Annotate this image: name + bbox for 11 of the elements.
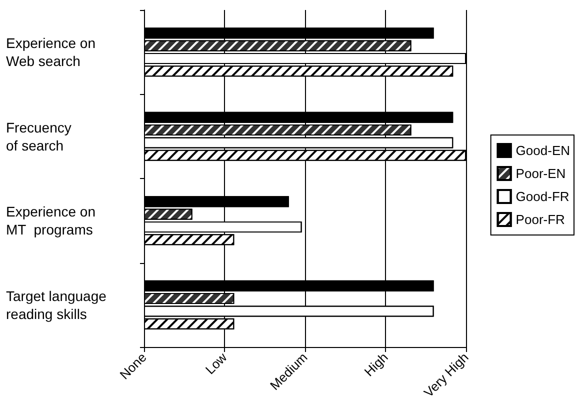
legend-label: Good-FR: [516, 189, 570, 204]
text: High: [361, 350, 391, 380]
y-tick-label: Frecuency of search: [6, 119, 72, 154]
legend-label: Poor-FR: [516, 212, 565, 227]
legend-label: Poor-EN: [516, 166, 566, 181]
text: Low: [202, 349, 230, 378]
y-tick-label: Target language reading skills: [6, 288, 107, 322]
legend-label: Good-EN: [516, 143, 570, 158]
y-tick-label: Experience on MT programs: [6, 204, 96, 238]
text: Very High: [420, 350, 472, 400]
y-tick-label: Experience on Web search: [6, 35, 96, 70]
